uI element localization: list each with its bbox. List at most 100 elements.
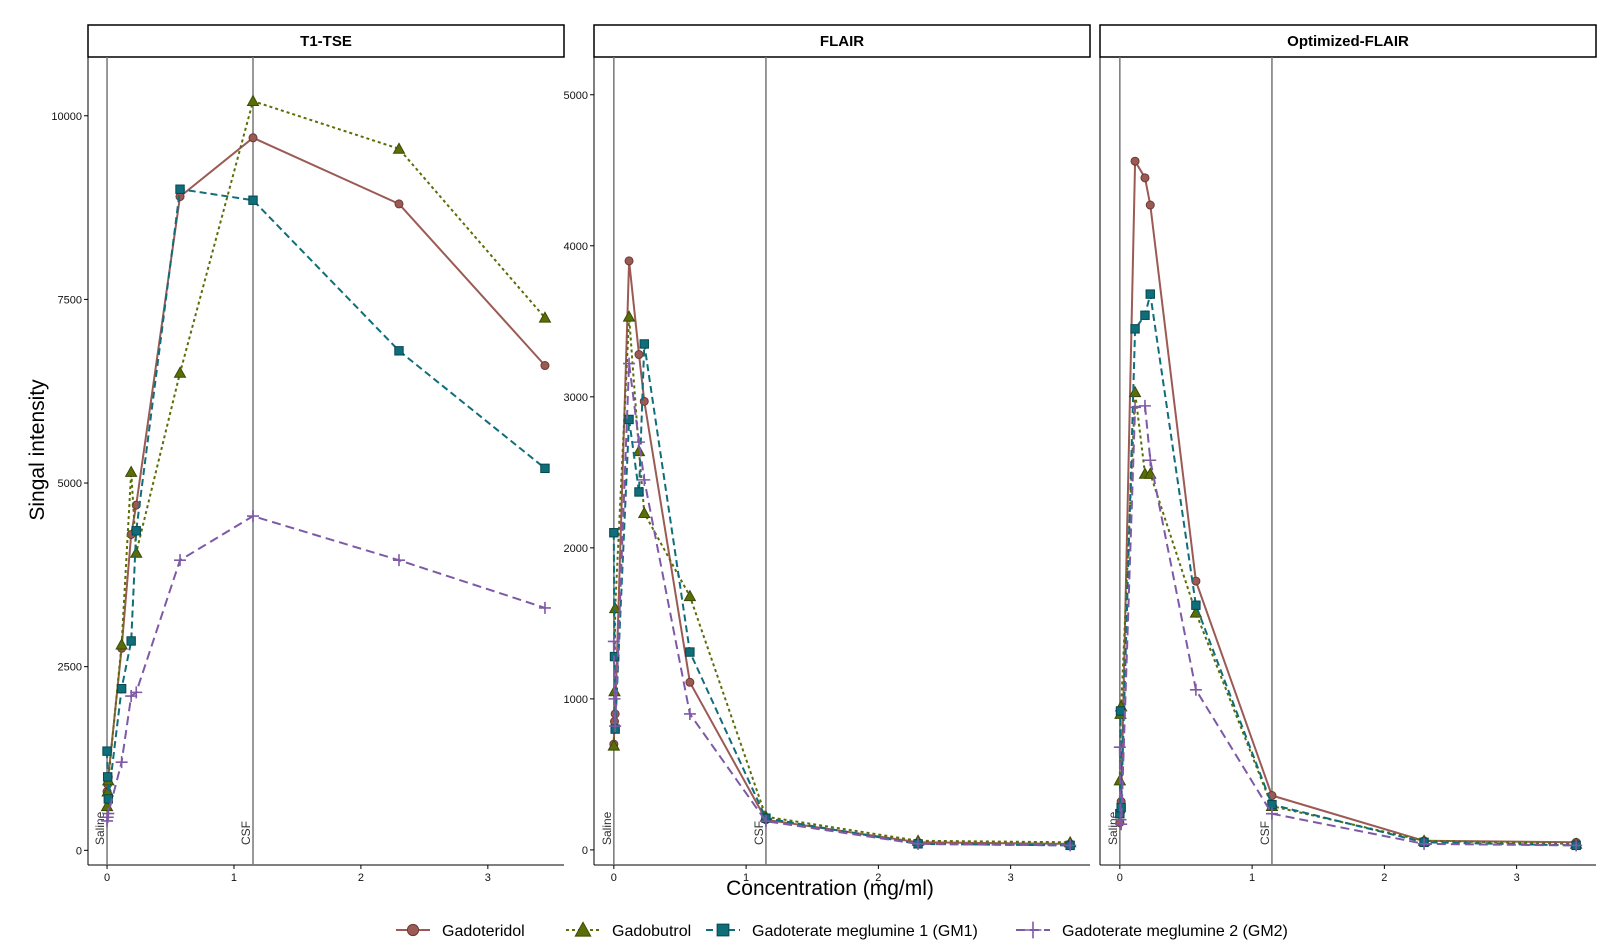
series-gadobutrol [100,94,552,812]
data-point [1129,401,1142,414]
data-point [1130,324,1140,334]
series-line [1118,404,1577,847]
data-point [102,772,113,782]
data-point [538,601,551,614]
y-tick-label: 5000 [58,478,82,490]
y-tick-label: 2000 [564,543,588,555]
data-point [131,526,141,536]
data-point [1570,839,1583,852]
panel-0: T1-TSE 0 2500 5000 7500 10000 0 1 2 3 Saline CSF [51,24,565,884]
y-axis-title: Singal intensity [26,379,49,521]
data-point [392,554,405,567]
data-point [608,692,621,705]
legend-label: Gadoterate meglumine 1 (GM1) [752,923,978,940]
data-point [624,256,634,266]
series-gadoteridol [1115,156,1581,847]
legend-marker [1024,921,1042,939]
panel-title: T1-TSE [300,33,352,50]
series-line [612,363,1071,847]
data-point [247,510,260,523]
data-point [1113,741,1126,754]
data-point [394,199,404,209]
data-point [609,528,619,538]
data-point [1115,706,1126,716]
series-line [612,260,1071,845]
data-point [116,684,127,694]
x-tick-label: 3 [1008,872,1014,884]
data-point [1140,173,1150,183]
series-line [106,515,546,822]
data-point [1145,289,1155,299]
data-point [538,311,552,323]
legend-label: Gadoteridol [442,923,525,940]
data-point [632,436,645,449]
data-point [392,142,406,154]
series-gadobutrol [1113,385,1583,849]
data-point [759,815,772,828]
data-point [1191,600,1201,610]
x-tick-label: 1 [1249,872,1255,884]
data-point [1418,837,1431,850]
x-tick-label: 0 [611,872,617,884]
data-point [1265,807,1278,820]
legend-item: Gadoterate meglumine 1 (GM1) [706,923,978,940]
y-tick-label: 10000 [51,111,82,123]
data-point [124,465,138,477]
data-point [634,487,644,497]
series-gadoterate-meglumine-2-gm2- [607,357,1077,852]
data-point [623,357,636,370]
legend: Gadoteridol Gadobutrol Gadoterate meglumin… [396,921,1288,940]
data-point [1128,385,1142,398]
data-point [1145,200,1155,210]
data-point [1138,399,1151,412]
reference-label-csf: CSF [239,821,253,845]
data-point [540,463,550,474]
data-point [685,677,695,687]
data-point [639,339,649,349]
legend-item: Gadoteridol [396,923,525,940]
data-point [540,361,550,371]
legend-marker [574,921,592,937]
data-point [126,636,136,646]
x-tick-label: 0 [1117,872,1123,884]
data-point [638,473,651,486]
data-point [609,720,622,733]
series-gadoterate-meglumine-1-gm1- [1115,289,1581,851]
legend-marker [406,923,420,937]
data-point [175,184,185,194]
y-tick-label: 0 [76,845,82,857]
y-tick-label: 2500 [58,662,82,674]
panel-strip [87,24,565,58]
data-point [394,346,404,356]
panel-1: FLAIR 0 1000 2000 3000 4000 5000 0 1 2 3 Saline CSF [564,24,1091,884]
reference-label-csf: CSF [752,821,766,845]
x-tick-label: 2 [358,872,364,884]
x-tick-label: 3 [1514,872,1520,884]
x-tick-label: 2 [875,872,881,884]
data-point [173,366,187,378]
data-point [248,133,258,143]
series-gadoteridol [609,256,1075,849]
data-point [637,506,651,519]
series-gadoterate-meglumine-1-gm1- [609,339,1075,851]
data-point [683,589,697,602]
data-point [174,554,187,567]
series-line [106,99,546,807]
data-point [607,739,621,751]
series-line [1118,392,1577,845]
data-point [1064,839,1077,852]
y-tick-label: 7500 [58,294,82,306]
x-axis-title: Concentration (mg/ml) [726,877,934,900]
reference-label-saline: Saline [600,811,614,845]
data-point [685,647,695,657]
x-tick-label: 1 [231,872,237,884]
data-point [634,350,644,360]
data-point [102,746,112,756]
series-line [1118,157,1577,844]
y-tick-label: 3000 [564,392,588,404]
data-point [102,807,115,820]
data-point [1140,310,1150,320]
